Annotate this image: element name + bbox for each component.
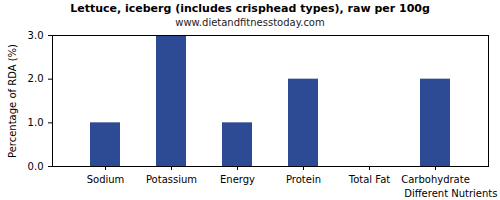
svg-text:Energy: Energy bbox=[220, 174, 255, 185]
svg-text:Percentage of RDA (%): Percentage of RDA (%) bbox=[7, 44, 18, 158]
svg-text:Carbohydrate: Carbohydrate bbox=[401, 174, 470, 185]
svg-text:Protein: Protein bbox=[286, 174, 321, 185]
html-text:www.dietandfitnesstoday.com: www.dietandfitnesstoday.com bbox=[175, 17, 325, 28]
svg-text:Different Nutrients: Different Nutrients bbox=[404, 188, 497, 199]
svg-text:1.0: 1.0 bbox=[28, 117, 44, 128]
svg-text:0.0: 0.0 bbox=[28, 161, 44, 172]
svg-text:3.0: 3.0 bbox=[28, 30, 44, 41]
svg-text:Potassium: Potassium bbox=[146, 174, 197, 185]
svg-text:Total Fat: Total Fat bbox=[348, 174, 390, 185]
svg-text:Sodium: Sodium bbox=[87, 174, 125, 185]
svg-text:2.0: 2.0 bbox=[28, 73, 44, 84]
html-text:Lettuce, iceberg (includes cri: Lettuce, iceberg (includes crisphead typ… bbox=[70, 2, 430, 15]
